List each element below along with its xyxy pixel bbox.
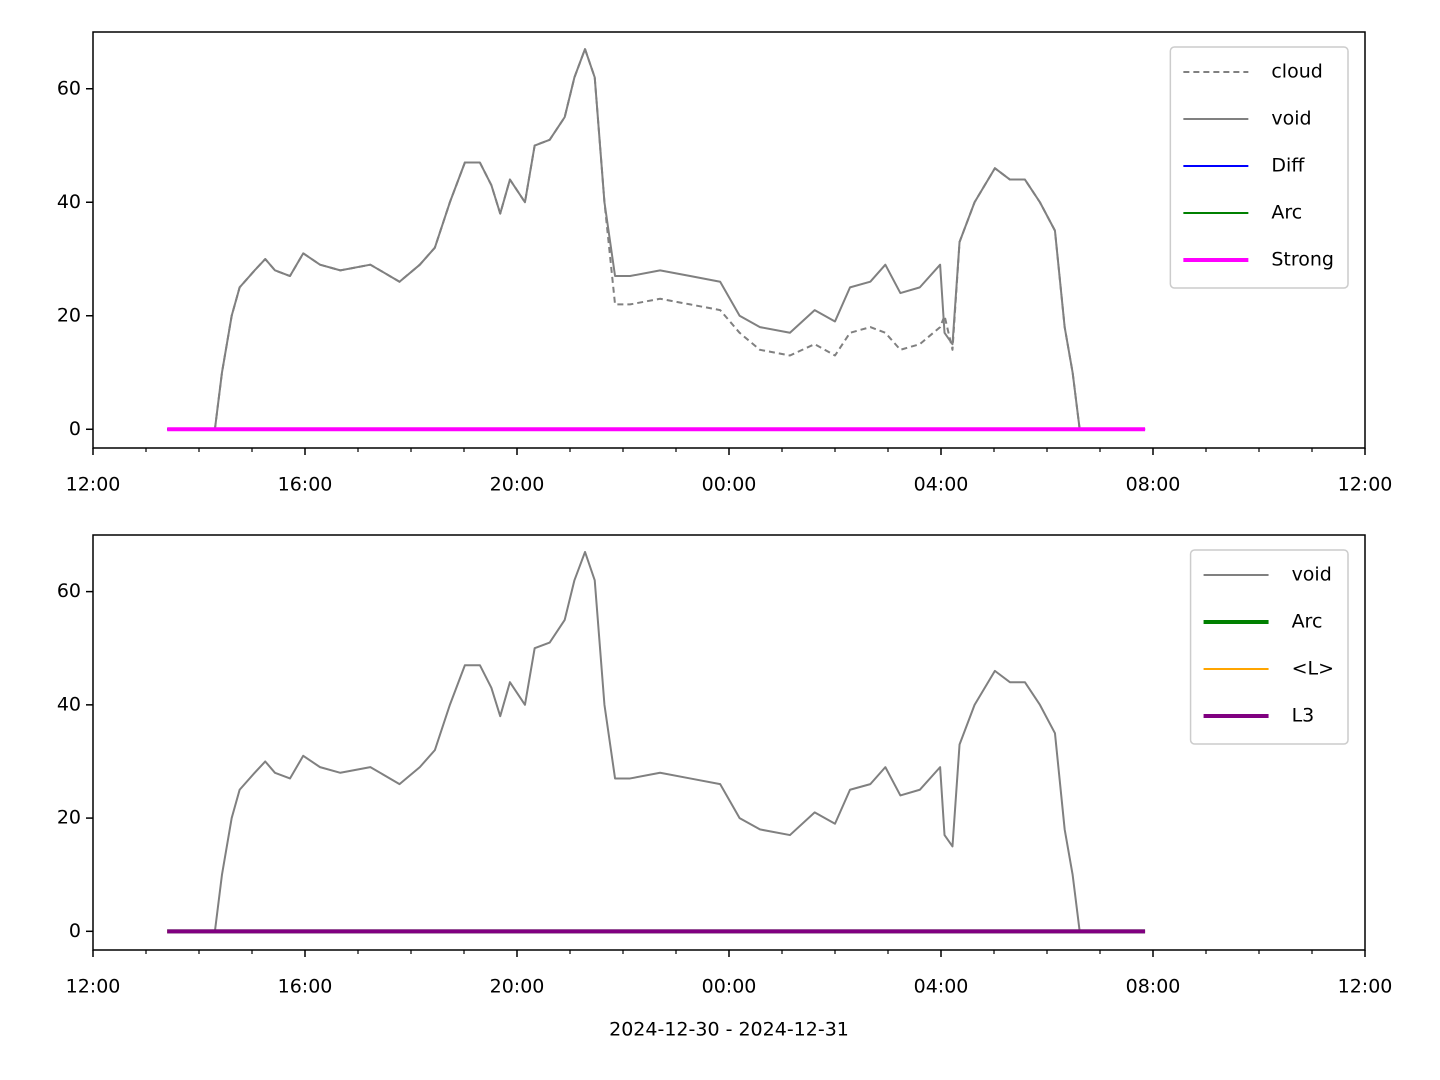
axes-frame — [92, 534, 1366, 951]
x-tick-label: 12:00 — [66, 474, 121, 496]
axes-frame — [92, 31, 1366, 449]
x-tick-label: 12:00 — [66, 976, 121, 998]
legend-box — [1169, 46, 1349, 289]
x-tick-label: 20:00 — [490, 474, 545, 496]
legend-label: Diff — [1271, 155, 1305, 177]
legend-label: void — [1271, 108, 1311, 130]
subplot: 0 20 40 60 12:00 16:00 20:00 00:00 04:00 08:00 12:… — [57, 534, 1393, 1041]
x-tick-label: 12:00 — [1338, 976, 1393, 998]
legend: cloud void Diff Arc Strong — [1169, 46, 1349, 289]
x-tick-label: 16:00 — [278, 976, 333, 998]
y-tick-label: 20 — [57, 304, 81, 326]
y-tick-label: 60 — [57, 77, 81, 99]
x-tick-label: 16:00 — [278, 474, 333, 496]
x-tick-label: 00:00 — [702, 474, 757, 496]
y-tick-label: 0 — [69, 920, 81, 942]
subplot: 0 20 40 60 12:00 16:00 20:00 00:00 04:00 08:00 12:… — [57, 31, 1393, 496]
x-tick-label: 20:00 — [490, 976, 545, 998]
legend-label: Arc — [1292, 611, 1323, 633]
legend-label: void — [1292, 564, 1332, 586]
legend-label: Arc — [1271, 202, 1302, 224]
series-line — [213, 550, 1146, 933]
y-tick-label: 40 — [57, 191, 81, 213]
series-line — [213, 48, 1146, 431]
x-tick-label: 12:00 — [1338, 474, 1393, 496]
x-tick-label: 08:00 — [1126, 474, 1181, 496]
legend-label: <L> — [1292, 658, 1334, 680]
y-tick-label: 0 — [69, 418, 81, 440]
legend-label: L3 — [1292, 705, 1315, 727]
x-tick-label: 00:00 — [702, 976, 757, 998]
y-tick-label: 60 — [57, 580, 81, 602]
legend-box — [1189, 549, 1349, 745]
x-tick-label: 04:00 — [914, 976, 969, 998]
y-tick-label: 40 — [57, 693, 81, 715]
x-tick-label: 08:00 — [1126, 976, 1181, 998]
y-tick-label: 20 — [57, 807, 81, 829]
x-tick-label: 04:00 — [914, 474, 969, 496]
x-axis-label: 2024-12-30 - 2024-12-31 — [609, 1019, 849, 1041]
legend-label: cloud — [1271, 61, 1322, 83]
legend-label: Strong — [1271, 249, 1334, 271]
legend: void Arc <L> L3 — [1189, 549, 1349, 745]
